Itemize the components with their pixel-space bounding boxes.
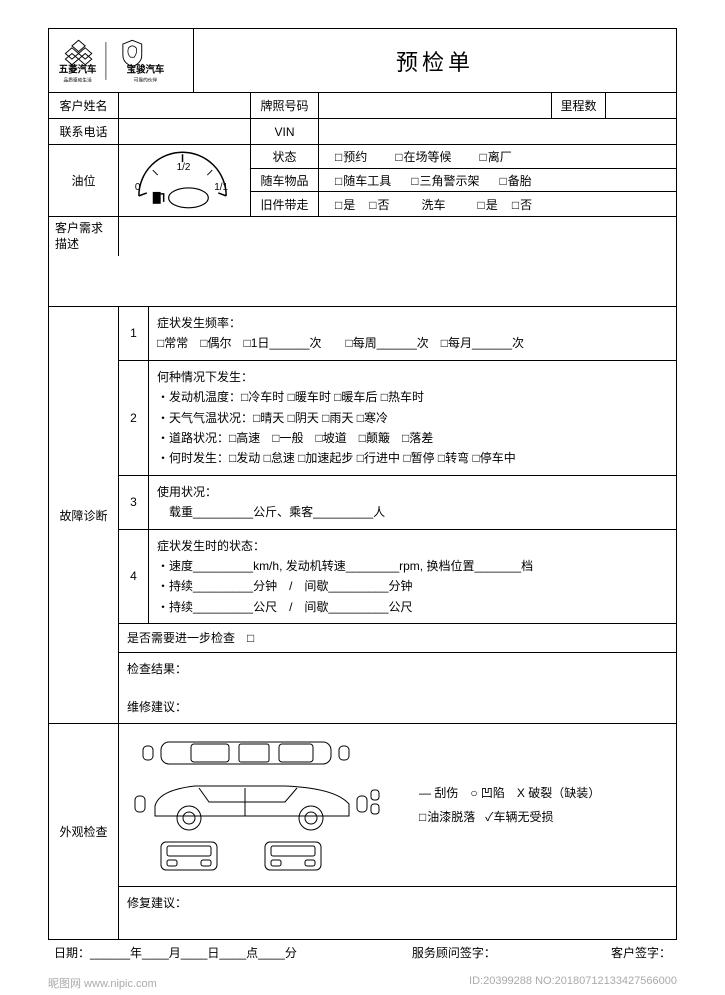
label-carry: 随车物品 — [251, 169, 319, 192]
opt-waiting[interactable]: 在场等候 — [395, 148, 451, 165]
diag-1-num: 1 — [119, 307, 149, 360]
wash-no[interactable]: 否 — [512, 196, 532, 213]
row-customer: 客户姓名 牌照号码 里程数 — [49, 93, 676, 119]
footer-date[interactable]: 日期：______年____月____日____点____分 — [54, 944, 297, 961]
label-wash: 洗车 — [422, 196, 446, 213]
diag-4-num: 4 — [119, 530, 149, 624]
footer-advisor[interactable]: 服务顾问签字： — [412, 944, 496, 961]
value-customer-name[interactable] — [119, 93, 251, 118]
value-mileage[interactable] — [606, 93, 676, 118]
damage-legend: — 刮伤 ○ 凹陷 X 破裂（缺装） 油漆脱落 ✓车辆无受损 — [399, 724, 676, 886]
appearance-diagram-row: — 刮伤 ○ 凹陷 X 破裂（缺装） 油漆脱落 ✓车辆无受损 — [119, 724, 676, 887]
inspection-form: 五菱汽车 品质驱动生活 宝骏汽车 可靠的伙伴 预检单 客户姓名 牌照号码 里程数… — [48, 28, 677, 940]
form-footer: 日期：______年____月____日____点____分 服务顾问签字： 客… — [48, 940, 677, 961]
diag-further: 是否需要进一步检查 □ — [119, 624, 676, 653]
diag-3-content[interactable]: 使用状况： 载重_________公斤、乘客_________人 — [149, 476, 676, 529]
diag-body: 1 症状发生频率： □常常 □偶尔 □1日______次 □每周______次 … — [119, 307, 676, 723]
row-phone: 联系电话 VIN — [49, 119, 676, 145]
diag-3: 3 使用状况： 载重_________公斤、乘客_________人 — [119, 476, 676, 530]
repair-suggestion[interactable]: 修复建议： — [119, 887, 676, 939]
diag-further-text[interactable]: 是否需要进一步检查 □ — [119, 624, 676, 652]
row-diagnosis: 故障诊断 1 症状发生频率： □常常 □偶尔 □1日______次 □每周___… — [49, 307, 676, 724]
svg-text:可靠的伙伴: 可靠的伙伴 — [134, 76, 158, 83]
appearance-body: — 刮伤 ○ 凹陷 X 破裂（缺装） 油漆脱落 ✓车辆无受损 修复建议： — [119, 724, 676, 939]
row-fuel-status: 油位 0 1/2 1/1 状态 — [49, 145, 676, 217]
legend-undamaged[interactable]: 车辆无受损 — [493, 810, 553, 824]
label-vin: VIN — [251, 119, 319, 144]
value-desc[interactable] — [119, 217, 676, 225]
watermark-id: ID:20399288 NO:20180712133427566000 — [469, 975, 677, 991]
svg-text:1/1: 1/1 — [214, 181, 228, 192]
svg-text:1/2: 1/2 — [177, 162, 191, 173]
svg-text:品质驱动生活: 品质驱动生活 — [64, 76, 93, 83]
diag-1-content[interactable]: 症状发生频率： □常常 □偶尔 □1日______次 □每周______次 □每… — [149, 307, 676, 360]
value-phone[interactable] — [119, 119, 251, 144]
label-fuel: 油位 — [49, 145, 119, 216]
value-vin[interactable] — [319, 119, 676, 144]
diag-2-content[interactable]: 何种情况下发生： ・发动机温度：□冷车时 □暖车时 □暖车后 □热车时 ・天气气… — [149, 361, 676, 475]
diag-4: 4 症状发生时的状态： ・速度_________km/h, 发动机转速_____… — [119, 530, 676, 625]
legend-line1: — 刮伤 ○ 凹陷 X 破裂（缺装） — [419, 781, 600, 805]
label-phone: 联系电话 — [49, 119, 119, 144]
watermark: 昵图网 www.nipic.com ID:20399288 NO:2018071… — [0, 971, 725, 995]
diag-result-block: 检查结果： 维修建议： — [119, 653, 676, 723]
appearance-repair-row: 修复建议： — [119, 887, 676, 939]
label-diag: 故障诊断 — [49, 307, 119, 723]
form-title: 预检单 — [194, 29, 676, 92]
diag-4-content[interactable]: 症状发生时的状态： ・速度_________km/h, 发动机转速_______… — [149, 530, 676, 624]
label-plate: 牌照号码 — [251, 93, 319, 118]
svg-text:宝骏汽车: 宝骏汽车 — [127, 63, 165, 74]
repair-suggest: 维修建议： — [127, 697, 187, 717]
label-appearance: 外观检查 — [49, 724, 119, 939]
svg-text:五菱汽车: 五菱汽车 — [59, 63, 97, 74]
value-plate[interactable] — [319, 93, 552, 118]
label-desc: 客户需求描述 — [49, 217, 119, 256]
opt-tools[interactable]: 随车工具 — [335, 172, 391, 189]
label-oldparts: 旧件带走 — [251, 192, 319, 216]
watermark-site: 昵图网 www.nipic.com — [48, 975, 157, 991]
opt-spare[interactable]: 备胎 — [500, 172, 532, 189]
legend-paint[interactable]: 油漆脱落 — [419, 810, 475, 824]
label-mileage: 里程数 — [552, 93, 606, 118]
status-block: 状态 预约 在场等候 离厂 随车物品 随车工具 三角警示架 备胎 旧件带走 是 — [251, 145, 676, 216]
opt-leave[interactable]: 离厂 — [480, 148, 512, 165]
check-result: 检查结果： — [127, 659, 187, 679]
diag-2: 2 何种情况下发生： ・发动机温度：□冷车时 □暖车时 □暖车后 □热车时 ・天… — [119, 361, 676, 476]
car-diagram — [119, 724, 399, 886]
header-row: 五菱汽车 品质驱动生活 宝骏汽车 可靠的伙伴 预检单 — [49, 29, 676, 93]
row-customer-desc: 客户需求描述 — [49, 217, 676, 307]
logo-cell: 五菱汽车 品质驱动生活 宝骏汽车 可靠的伙伴 — [49, 29, 194, 92]
row-appearance: 外观检查 — [49, 724, 676, 939]
opt-appointment[interactable]: 预约 — [335, 148, 367, 165]
oldparts-wash[interactable]: 是 否 洗车 是 否 — [319, 192, 676, 216]
carry-options[interactable]: 随车工具 三角警示架 备胎 — [319, 169, 676, 192]
oldparts-yes[interactable]: 是 — [335, 196, 355, 213]
diag-3-num: 3 — [119, 476, 149, 529]
status-options[interactable]: 预约 在场等候 离厂 — [319, 145, 676, 168]
diag-2-num: 2 — [119, 361, 149, 475]
wash-yes[interactable]: 是 — [478, 196, 498, 213]
svg-text:0: 0 — [135, 181, 141, 192]
opt-triangle[interactable]: 三角警示架 — [411, 172, 479, 189]
oldparts-no[interactable]: 否 — [369, 196, 389, 213]
label-customer-name: 客户姓名 — [49, 93, 119, 118]
label-status: 状态 — [251, 145, 319, 168]
diag-result-content[interactable]: 检查结果： 维修建议： — [119, 653, 676, 723]
footer-customer-sig[interactable]: 客户签字： — [611, 944, 671, 961]
fuel-gauge: 0 1/2 1/1 — [119, 145, 251, 216]
diag-1: 1 症状发生频率： □常常 □偶尔 □1日______次 □每周______次 … — [119, 307, 676, 361]
legend-line2: 油漆脱落 ✓车辆无受损 — [419, 805, 553, 829]
